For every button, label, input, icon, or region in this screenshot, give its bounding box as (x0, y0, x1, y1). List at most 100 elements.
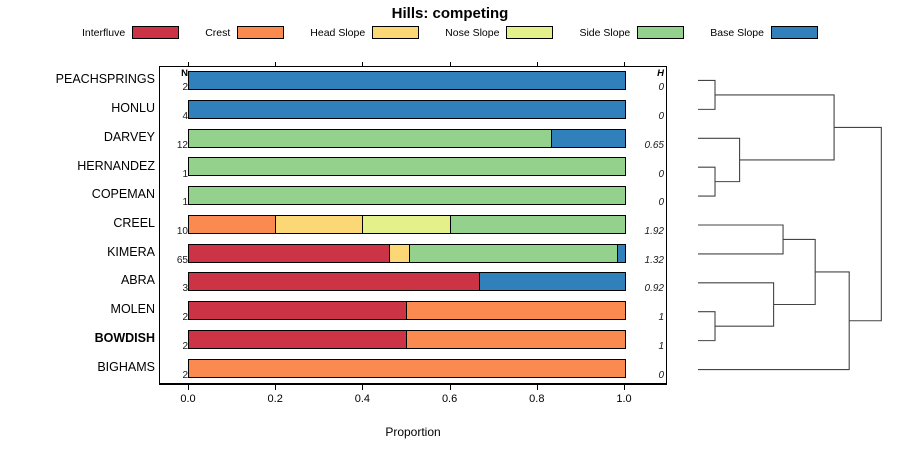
bar-segment[interactable] (390, 244, 411, 262)
y-axis-label: BOWDISH (94, 330, 155, 345)
stacked-bar[interactable] (188, 272, 626, 292)
n-value: 4 (182, 111, 188, 123)
x-axis-tick-label: 0.4 (354, 393, 371, 405)
y-axis-label: BIGHAMS (97, 359, 155, 374)
x-axis-tick (188, 384, 189, 390)
x-axis-tick-label: 1.0 (616, 393, 632, 405)
page-title: Hills: competing (391, 5, 509, 22)
bar-segment[interactable] (189, 72, 625, 90)
bar-segment[interactable] (189, 215, 277, 233)
legend-label: Base Slope (710, 26, 764, 39)
h-value: 0 (658, 82, 664, 94)
legend-item: Interfluve (82, 26, 205, 39)
legend-label: Crest (205, 26, 231, 39)
legend-swatch (132, 26, 180, 39)
legend: Interfluve Crest Head Slope Nose Slope Side … (0, 26, 900, 39)
legend-label: Side Slope (579, 26, 631, 39)
bar-segment[interactable] (189, 244, 391, 262)
h-value: 1 (658, 340, 664, 352)
x-axis-tick (624, 384, 625, 390)
plot-panel: N H 2 0 4 0 12 0.65 1 0 1 0 10 1.92 65 1.32 3 0.92 2 1 2 1 2 0 (159, 62, 667, 384)
h-value: 1.32 (644, 254, 664, 266)
bar-segment[interactable] (189, 273, 480, 291)
legend-label: Nose Slope (445, 26, 500, 39)
bar-segment[interactable] (189, 187, 625, 205)
bar-segment[interactable] (407, 330, 625, 348)
dendrogram-svg (698, 79, 882, 371)
legend-item: Side Slope (579, 26, 710, 39)
n-value: 2 (182, 82, 188, 94)
legend-label: Head Slope (310, 26, 366, 39)
bar-segment[interactable] (189, 158, 625, 176)
bar-segment[interactable] (189, 100, 625, 118)
bar-segment[interactable] (189, 359, 625, 377)
y-axis-label: MOLEN (110, 302, 155, 317)
x-axis-tick (536, 384, 538, 390)
bar-segment[interactable] (189, 129, 553, 147)
y-axis-label: DARVEY (103, 129, 155, 144)
x-axis-tick-label: 0.2 (267, 393, 283, 405)
x-axis-tick (449, 384, 451, 390)
y-axis-label: ABRA (120, 273, 155, 288)
legend-swatch (506, 26, 554, 39)
n-value: 2 (182, 312, 188, 324)
x-axis-tick (362, 384, 364, 390)
stacked-bar[interactable] (188, 71, 626, 91)
y-axis-labels: PEACHSPRINGS HONLU DARVEY HERNANDEZ COPEMAN C… (5, 66, 155, 384)
stacked-bar[interactable] (188, 214, 626, 234)
bar-segment[interactable] (479, 273, 625, 291)
table-row: 10 1.92 (160, 211, 666, 240)
bar-segment[interactable] (618, 244, 625, 262)
h-value: 0 (658, 111, 664, 123)
bar-segment[interactable] (276, 215, 364, 233)
y-axis-label: CREEL (113, 216, 155, 230)
stacked-bar[interactable] (188, 301, 626, 321)
y-axis-label: PEACHSPRINGS (55, 72, 155, 87)
legend-item: Head Slope (310, 26, 445, 39)
n-value: 12 (176, 139, 188, 151)
stacked-bar[interactable] (188, 99, 626, 119)
x-axis-title: Proportion (385, 425, 441, 439)
x-axis-line (159, 384, 667, 385)
bar-segment[interactable] (363, 215, 451, 233)
legend-swatch (237, 26, 285, 39)
stacked-bar[interactable] (188, 157, 626, 177)
stacked-bar[interactable] (188, 358, 626, 378)
bar-segment[interactable] (450, 215, 625, 233)
bar-segment[interactable] (407, 302, 625, 320)
bar-rows: N H 2 0 4 0 12 0.65 1 0 1 0 10 1.92 65 1.32 3 0.92 2 1 2 1 2 0 (160, 67, 666, 383)
bar-segment[interactable] (189, 302, 407, 320)
x-axis-tick-label: 0.0 (180, 393, 196, 405)
h-value: 1 (658, 312, 664, 324)
y-axis-label: HONLU (111, 101, 155, 116)
h-column-header: H (657, 68, 664, 79)
bar-segment[interactable] (552, 129, 625, 147)
h-value: 1.92 (644, 225, 664, 237)
x-axis-tick (275, 384, 277, 390)
legend-item: Nose Slope (445, 26, 579, 39)
n-value: 2 (182, 369, 188, 381)
h-value: 0.65 (644, 139, 664, 151)
panel-top-ticks (160, 62, 666, 67)
n-value: 3 (182, 283, 188, 295)
stacked-bar[interactable] (188, 243, 626, 263)
stacked-bar[interactable] (188, 329, 626, 349)
stacked-bar[interactable] (188, 128, 626, 148)
n-value: 1 (182, 197, 188, 209)
n-value: 10 (176, 225, 188, 237)
legend-swatch (770, 26, 818, 39)
h-value: 0 (658, 369, 664, 381)
bar-segment[interactable] (189, 330, 407, 348)
stacked-bar[interactable] (188, 186, 626, 206)
h-value: 0.92 (644, 283, 664, 295)
bar-segment[interactable] (410, 244, 619, 262)
n-value: 2 (182, 340, 188, 352)
legend-item: Crest (205, 26, 310, 39)
